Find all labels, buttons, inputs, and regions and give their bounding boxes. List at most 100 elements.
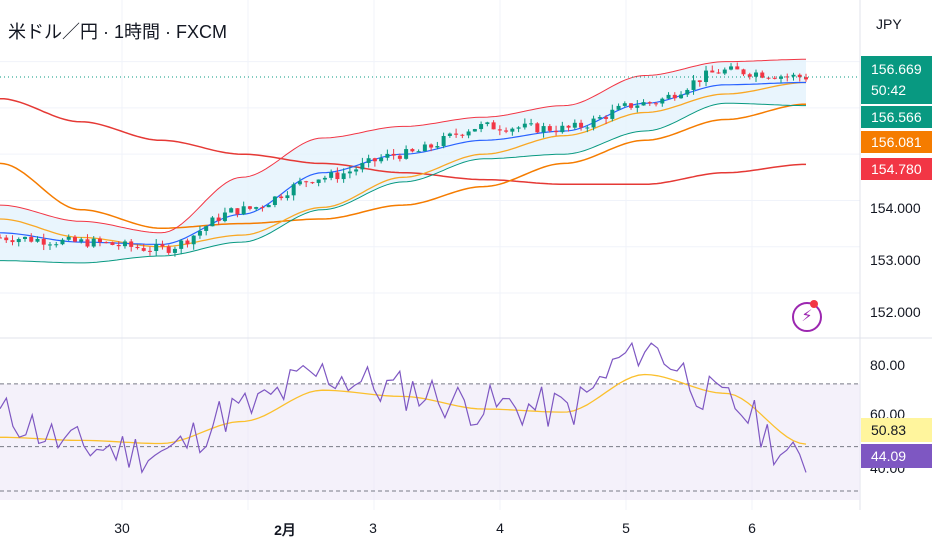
candle-body xyxy=(0,237,2,239)
currency-label[interactable]: JPY xyxy=(876,16,902,32)
candle-body xyxy=(260,207,265,209)
candle-body xyxy=(729,66,734,70)
candle-body xyxy=(72,236,77,242)
price-axis-label: 152.000 xyxy=(870,304,921,320)
candle-body xyxy=(366,158,371,163)
candle-body xyxy=(460,134,465,136)
candle-body xyxy=(47,244,52,246)
candle-body xyxy=(91,238,96,247)
candle-body xyxy=(229,208,234,213)
candle-body xyxy=(85,239,90,247)
candle-body xyxy=(710,70,715,73)
candle-body xyxy=(441,135,446,147)
rsi-value-tag: 44.09 xyxy=(861,444,932,468)
time-axis-label: 6 xyxy=(748,520,756,536)
candle-body xyxy=(447,133,452,136)
candle-body xyxy=(191,235,196,245)
candle-body xyxy=(616,105,621,110)
candle-body xyxy=(122,241,127,247)
candle-body xyxy=(560,125,565,133)
ma-orange-line xyxy=(0,103,807,229)
candle-body xyxy=(410,149,415,152)
candle-body xyxy=(435,146,440,148)
candle-body xyxy=(472,129,477,132)
candle-body xyxy=(291,184,296,196)
candle-body xyxy=(10,240,15,243)
candle-body xyxy=(54,244,59,246)
candle-body xyxy=(235,208,240,215)
chart-title: 米ドル／円 · 1時間 · FXCM xyxy=(8,22,227,42)
candle-body xyxy=(279,196,284,199)
candle-body xyxy=(716,72,721,74)
lightning-icon[interactable]: ⚡ xyxy=(792,302,822,332)
candle-body xyxy=(372,158,377,162)
candle-body xyxy=(704,70,709,83)
candle-body xyxy=(666,94,671,99)
rsi-axis-label: 80.00 xyxy=(870,357,906,373)
candle-body xyxy=(504,130,509,132)
candle-body xyxy=(535,123,540,133)
rsi-band-fill xyxy=(0,383,860,500)
candle-body xyxy=(29,236,34,242)
candle-body xyxy=(785,76,790,78)
candle-body xyxy=(635,105,640,108)
price-axis-label: 153.000 xyxy=(870,252,921,268)
candle-body xyxy=(241,206,246,215)
candle-body xyxy=(541,126,546,133)
candle-body xyxy=(610,109,615,119)
candle-body xyxy=(41,238,46,245)
candle-body xyxy=(222,212,227,222)
candle-body xyxy=(116,244,121,247)
candle-body xyxy=(747,74,752,77)
candle-body xyxy=(491,122,496,130)
time-axis-label: 5 xyxy=(622,520,630,536)
candle-body xyxy=(104,242,109,244)
candle-body xyxy=(591,118,596,128)
candle-body xyxy=(422,144,427,152)
candle-body xyxy=(529,123,534,125)
candle-body xyxy=(4,237,9,241)
time-axis-label: 2月 xyxy=(274,522,296,538)
candle-body xyxy=(454,133,459,135)
candle-body xyxy=(379,157,384,162)
candle-body xyxy=(147,250,152,252)
candle-body xyxy=(497,129,502,131)
candle-body xyxy=(266,205,271,208)
candle-body xyxy=(647,102,652,104)
bb-upper-line xyxy=(0,58,806,234)
candle-body xyxy=(310,182,315,184)
candle-body xyxy=(172,248,177,253)
ma-red-line xyxy=(0,97,806,186)
candle-body xyxy=(516,127,521,129)
time-axis-label: 3 xyxy=(369,520,377,536)
candle-body xyxy=(547,126,552,131)
candle-body xyxy=(660,98,665,104)
candle-body xyxy=(66,236,71,240)
rsi-ma-tag: 50.83 xyxy=(861,418,932,442)
candle-body xyxy=(479,124,484,130)
bb-basis-line xyxy=(0,81,806,245)
candle-body xyxy=(385,153,390,158)
candle-body xyxy=(566,125,571,128)
candle-body xyxy=(285,195,290,199)
candle-body xyxy=(429,144,434,148)
candle-body xyxy=(772,77,777,79)
candle-body xyxy=(97,238,102,243)
candle-body xyxy=(247,206,252,209)
candle-body xyxy=(335,172,340,180)
candle-body xyxy=(347,171,352,174)
candle-body xyxy=(654,103,659,105)
candle-body xyxy=(697,80,702,83)
candle-body xyxy=(322,177,327,180)
current-price: 156.669 xyxy=(871,61,922,77)
candle-body xyxy=(466,131,471,136)
candle-body xyxy=(197,230,202,236)
candle-body xyxy=(210,217,215,227)
candle-body xyxy=(329,172,334,178)
candle-body xyxy=(641,102,646,106)
candle-body xyxy=(691,80,696,90)
candle-body xyxy=(129,241,134,247)
candle-body xyxy=(360,162,365,170)
